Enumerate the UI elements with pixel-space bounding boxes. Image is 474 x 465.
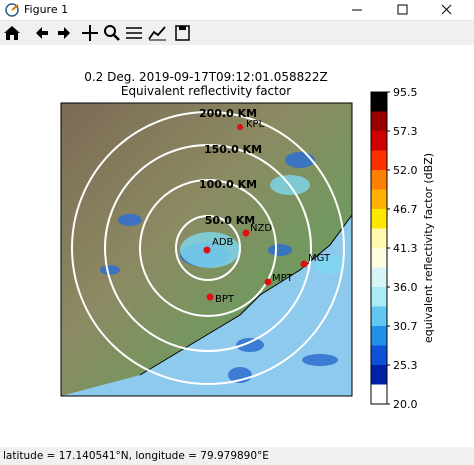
colorbar-segment [371, 228, 387, 249]
window-controls [352, 4, 452, 15]
colorbar-label: equivalent reflectivity factor (dBZ) [422, 153, 435, 343]
station-label: BPT [215, 294, 235, 305]
colorbar-tick-label: 36.0 [393, 281, 418, 294]
ring-label: 200.0 KM [199, 107, 257, 120]
station-label: NZD [250, 223, 272, 234]
colorbar-segment [371, 92, 387, 112]
colorbar-segment [371, 189, 387, 210]
save-button[interactable] [175, 25, 190, 41]
figure: 0.2 Deg. 2019-09-17T09:12:01.058822Z Equ… [0, 45, 474, 447]
colorbar-tick-label: 52.0 [393, 164, 418, 177]
colorbar-segment [371, 248, 387, 268]
colorbar-segment [371, 209, 387, 229]
figure-canvas: 0.2 Deg. 2019-09-17T09:12:01.058822Z Equ… [60, 70, 435, 411]
home-button[interactable] [4, 26, 20, 40]
colorbar-segment [371, 345, 387, 366]
pan-button[interactable] [82, 25, 98, 41]
colorbar-segment [371, 150, 387, 171]
colorbar-tick-label: 41.3 [393, 242, 418, 255]
status-text: latitude = 17.140541°N, longitude = 79.9… [3, 450, 269, 462]
axes-frame [60, 102, 353, 397]
title-bar: Figure 1 [0, 0, 474, 21]
app-icon [5, 3, 19, 17]
close-button[interactable] [441, 4, 452, 15]
station-label: ADB [212, 237, 234, 248]
range-rings [71, 111, 345, 385]
colorbar-segment [371, 326, 387, 346]
colorbar-segment [371, 267, 387, 288]
station-label: KPL [246, 119, 265, 130]
colorbar-tick-label: 25.3 [393, 359, 418, 372]
colorbar-segment [371, 287, 387, 307]
maximize-button[interactable] [397, 4, 408, 15]
configure-button[interactable] [126, 27, 142, 39]
colorbar: 95.5 57.3 52.0 46.7 41.3 36.0 30.7 25.3 20.0 [370, 86, 418, 411]
colorbar-tick-label: 30.7 [393, 320, 418, 333]
ring-label: 150.0 KM [204, 143, 262, 156]
colorbar-segment [371, 365, 387, 385]
edit-axes-button[interactable] [148, 26, 166, 41]
status-bar: latitude = 17.140541°N, longitude = 79.9… [0, 447, 474, 465]
toolbar [0, 21, 474, 45]
colorbar-segment [371, 384, 387, 405]
colorbar-segment [371, 170, 387, 190]
colorbar-tick-label: 20.0 [393, 398, 418, 411]
toolbar-icons [4, 25, 190, 41]
plot-title: 0.2 Deg. 2019-09-17T09:12:01.058822Z [84, 70, 328, 84]
ring-label: 100.0 KM [199, 178, 257, 191]
plot-subtitle: Equivalent reflectivity factor [121, 84, 291, 98]
stations [203, 124, 308, 301]
forward-button[interactable] [58, 27, 70, 39]
colorbar-tick-label: 46.7 [393, 203, 418, 216]
colorbar-segment [371, 131, 387, 151]
colorbar-segment [371, 306, 387, 327]
station-label: MPT [272, 273, 294, 284]
ring-label: 50.0 KM [205, 214, 255, 227]
window-title: Figure 1 [24, 3, 69, 16]
back-button[interactable] [36, 27, 48, 39]
zoom-button[interactable] [104, 25, 120, 41]
colorbar-segment [371, 111, 387, 132]
station-label: MGT [308, 253, 331, 264]
colorbar-tick-label: 95.5 [393, 86, 418, 99]
colorbar-tick-label: 57.3 [393, 125, 418, 138]
